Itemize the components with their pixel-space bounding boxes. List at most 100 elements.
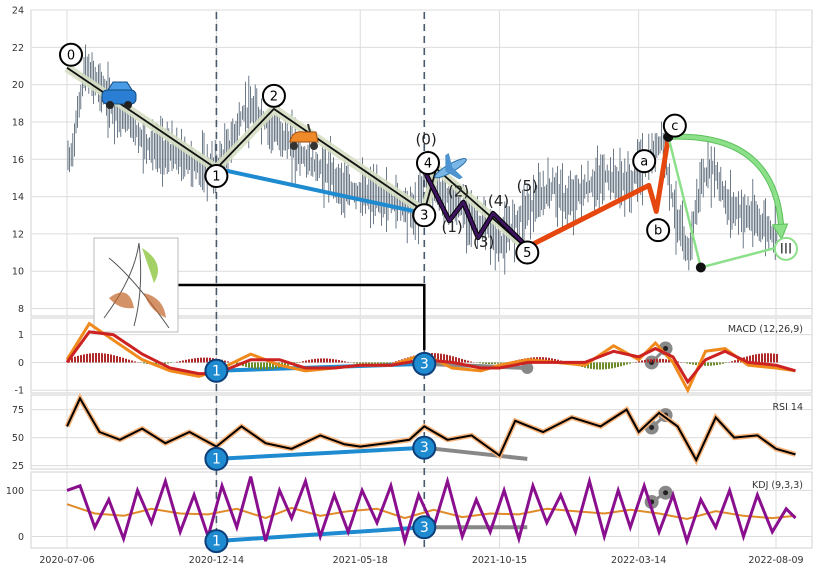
x-tick-label: 2021-05-18 (333, 555, 388, 566)
macd-histogram-bar (464, 360, 466, 363)
macd-histogram-bar (635, 362, 637, 363)
macd-histogram-bar (623, 362, 625, 365)
macd-histogram-bar (344, 361, 346, 362)
macd-histogram-bar (305, 360, 307, 362)
subwave-label: (1) (441, 218, 462, 236)
macd-histogram-bar (338, 360, 340, 362)
wave-label-text: 0 (67, 48, 75, 63)
macd-histogram-bar (470, 361, 472, 362)
macd-histogram-bar (182, 360, 184, 362)
macd-histogram-bar (776, 354, 778, 362)
macd-histogram-bar (707, 362, 709, 365)
macd-histogram-bar (689, 362, 691, 364)
macd-histogram-bar (125, 359, 127, 363)
price-y-tick-label: 24 (12, 6, 24, 17)
macd-title: MACD (12,26,9) (728, 324, 803, 335)
wave-label-text: a (640, 155, 648, 170)
macd-histogram-bar (95, 353, 97, 362)
macd-histogram-bar (194, 358, 196, 362)
macd-histogram-bar (170, 362, 172, 363)
wave-label-text: 5 (523, 246, 531, 261)
macd-histogram-bar (260, 362, 262, 369)
scooter-wheel (310, 142, 318, 150)
macd-histogram-bar (656, 359, 658, 363)
macd-histogram-bar (725, 362, 727, 363)
subwave-label: (5) (517, 177, 538, 195)
price-y-tick-label: 18 (12, 117, 24, 128)
macd-histogram-bar (758, 354, 760, 363)
macd-histogram-bar (593, 362, 595, 369)
macd-y-tick-label: 0 (18, 358, 24, 369)
macd-histogram-bar (227, 361, 229, 362)
wave-label-text: 1 (212, 363, 221, 379)
macd-histogram-bar (323, 358, 325, 362)
wave-label-text: 4 (424, 157, 432, 172)
macd-histogram-bar (773, 354, 775, 363)
macd-histogram-bar (110, 355, 112, 363)
macd-histogram-bar (386, 362, 388, 363)
macd-histogram-bar (731, 361, 733, 362)
macd-histogram-bar (650, 359, 652, 362)
macd-histogram-bar (356, 362, 358, 363)
macd-histogram-bar (314, 359, 316, 363)
wave-label-text: 1 (212, 534, 221, 550)
macd-histogram-bar (128, 360, 130, 363)
macd-histogram-bar (116, 356, 118, 362)
wave-label-text: c (671, 119, 678, 134)
macd-histogram-bar (329, 359, 331, 363)
gray-marker-dot (663, 490, 668, 495)
macd-histogram-bar (647, 359, 649, 362)
macd-histogram-bar (353, 362, 355, 363)
macd-histogram-bar (467, 361, 469, 363)
macd-histogram-bar (188, 359, 190, 362)
macd-histogram-bar (608, 362, 610, 368)
macd-histogram-bar (167, 362, 169, 363)
wave-label-text: 3 (420, 440, 429, 456)
macd-histogram-bar (596, 362, 598, 369)
macd-histogram-bar (488, 362, 490, 364)
kdj-y-tick-label: 100 (6, 486, 24, 497)
butterfly-thumbnail (94, 238, 178, 332)
macd-histogram-bar (485, 362, 487, 364)
macd-histogram-bar (92, 353, 94, 362)
macd-histogram-bar (134, 361, 136, 362)
macd-histogram-bar (263, 362, 265, 369)
kdj-y-tick-label: 0 (18, 532, 24, 543)
macd-histogram-bar (500, 362, 502, 363)
car-wheel (106, 101, 114, 109)
macd-histogram-bar (200, 358, 202, 363)
macd-histogram-bar (716, 362, 718, 365)
price-y-tick-label: 12 (12, 229, 24, 240)
macd-histogram-bar (308, 360, 310, 363)
macd-histogram-bar (611, 362, 613, 368)
wave-label-text: III (780, 241, 792, 257)
macd-histogram-bar (326, 358, 328, 362)
macd-histogram-bar (98, 353, 100, 362)
macd-histogram-bar (602, 362, 604, 369)
wave-label-text: 3 (420, 520, 429, 536)
x-tick-label: 2021-10-15 (472, 555, 527, 566)
macd-histogram-bar (482, 362, 484, 363)
macd-histogram-bar (755, 354, 757, 362)
gray-marker-dot (649, 425, 654, 430)
price-y-tick-label: 20 (12, 80, 24, 91)
macd-histogram-bar (626, 362, 628, 364)
macd-histogram-bar (89, 353, 91, 362)
macd-histogram-bar (692, 362, 694, 364)
macd-histogram-bar (332, 359, 334, 362)
macd-histogram-bar (203, 358, 205, 363)
macd-histogram-bar (722, 362, 724, 363)
macd-histogram-bar (767, 353, 769, 362)
macd-histogram-bar (497, 362, 499, 363)
price-y-tick-label: 22 (12, 43, 24, 54)
macd-histogram-bar (605, 362, 607, 369)
macd-histogram-bar (107, 354, 109, 362)
macd-histogram-bar (143, 362, 145, 363)
macd-histogram-bar (686, 362, 688, 363)
macd-histogram-bar (662, 359, 664, 362)
subwave-label: (3) (473, 233, 494, 251)
x-tick-label: 2020-07-06 (39, 555, 94, 566)
macd-histogram-bar (341, 361, 343, 363)
